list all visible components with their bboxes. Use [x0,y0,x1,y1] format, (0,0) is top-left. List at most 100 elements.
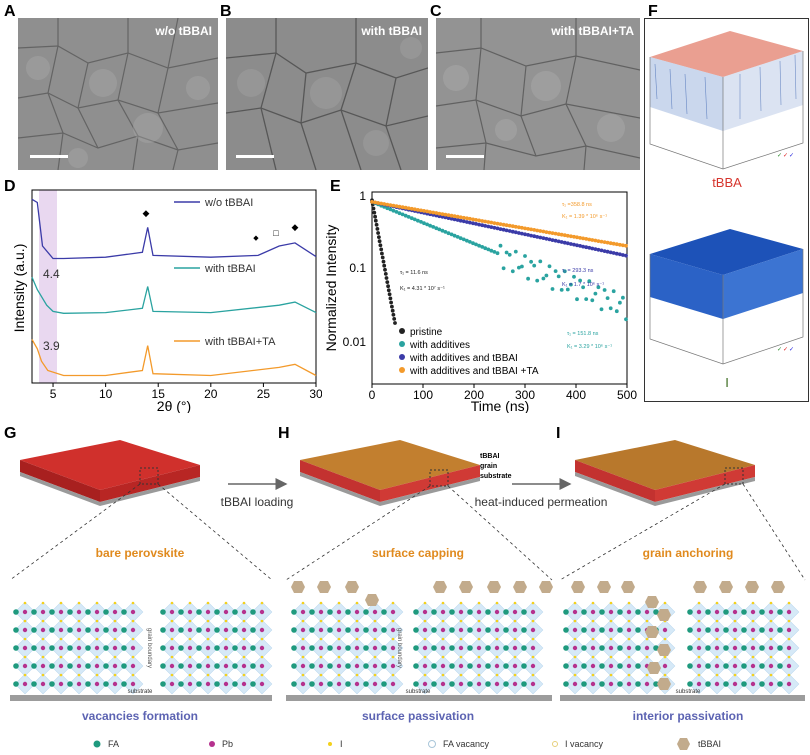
tbbai-molecule [657,644,671,656]
trpl-point [489,248,494,253]
trpl-point [446,231,451,236]
trpl-point [587,245,592,250]
tbbai-molecule [719,581,733,593]
lattice-cell [249,601,273,623]
trpl-point [403,213,408,218]
trpl-point [501,266,506,271]
trpl-point [377,239,382,244]
trpl-point [605,240,610,245]
trpl-point [468,216,472,221]
panel-letter-a: A [4,3,16,20]
trpl-point [386,284,390,289]
trpl-point [602,249,607,253]
trpl-point [376,231,380,235]
trpl-point [611,289,616,294]
trpl-point [611,241,616,246]
trpl-point [390,308,395,313]
legend-i: I [340,739,343,749]
lattice-cell [520,673,544,695]
trpl-point [477,222,481,227]
trpl-point [523,254,527,258]
trpl-point [461,237,466,242]
xrd-series-line [31,339,317,377]
trpl-point [572,242,576,247]
trpl-point [428,210,432,214]
trpl-point [437,214,442,219]
trpl-point [529,227,533,232]
trpl-point [461,215,466,220]
tbbai-molecule [459,581,473,593]
arrow-label-permeation: heat-induced permeation [475,495,608,509]
fit-tau-tbbai: τ₁ = 293.3 ns [562,268,594,274]
annotation-4-4: 4.4 [43,267,60,281]
tbbai-molecule [539,581,553,593]
trpl-point [468,220,472,225]
trpl-point [400,212,405,217]
trpl-point [498,222,503,226]
trpl-point [397,204,402,209]
trpl-point [373,214,377,219]
tbbai-molecule [645,596,659,608]
svg-text:✓: ✓ [783,347,788,353]
trpl-point [605,296,610,300]
legend-pb: Pb [222,739,233,749]
trpl-point [587,279,592,284]
trpl-point [492,250,497,254]
trpl-point [372,210,377,215]
tbbai-molecule [771,581,785,593]
trpl-point [403,205,408,210]
trpl-chart: 0 100 200 300 400 500 1 0.1 0.01 Normalized I… [323,189,637,413]
trpl-point [559,240,564,244]
layer-label-tbbai: tBBAI [480,453,499,460]
trpl-point [535,228,540,233]
trpl-point [391,203,396,208]
panel-letter-g: G [4,425,17,442]
legend-i-vacancy: I vacancy [565,739,604,749]
title-surface-capping: surface capping [372,546,464,560]
trpl-point [538,229,543,233]
legend-tbbai: with additives and tBBAI [409,353,518,364]
trpl-point [465,220,469,224]
x-tick-label: 25 [257,387,271,401]
trpl-point [541,236,546,240]
trpl-point [419,220,423,224]
trpl-point [458,218,463,223]
trpl-point [486,224,491,229]
trpl-point [385,280,390,284]
trpl-point [547,230,552,235]
legend-i-vacancy-icon [552,741,558,747]
trpl-point [547,237,552,242]
legend-fa: FA [108,739,119,749]
square-marker: □ [273,228,279,238]
trpl-point [581,236,585,241]
trpl-point [520,225,524,230]
trpl-point [446,213,451,217]
trpl-point [526,227,530,231]
trpl-point [461,219,466,224]
trpl-point [489,220,494,225]
trpl-point [406,206,411,211]
sem-image-c: with tBBAI+TA [436,18,640,170]
legend-dot-tbbai [399,354,405,360]
trpl-point [608,241,613,246]
trpl-point [504,228,509,233]
trpl-point [544,230,549,234]
slab-h [300,440,480,506]
trpl-point [611,251,616,255]
trpl-point [618,300,622,305]
trpl-point [397,211,402,216]
panel-letter-f: F [648,3,658,20]
caption-vacancies-formation: vacancies formation [82,709,198,723]
tbbai-molecule [693,581,707,593]
xrd-series-line [31,276,317,314]
trpl-point [520,264,524,269]
trpl-point [529,259,533,264]
legend-fa-vacancy: FA vacancy [443,739,490,749]
trpl-point [621,243,625,248]
trpl-point [376,201,380,205]
legend-dot-tbbai-ta [399,367,405,373]
x-tick-label: 5 [50,387,57,401]
trpl-point [575,235,579,240]
trpl-point [385,202,390,207]
svg-text:✓: ✓ [777,153,782,159]
